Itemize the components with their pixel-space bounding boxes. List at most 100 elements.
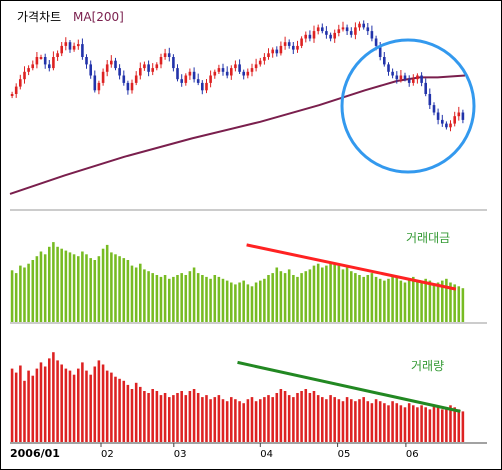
candle-body [403,75,407,80]
candle-body [64,42,68,46]
trading-value-bar [217,276,221,322]
volume-bar [424,407,427,442]
x-axis-tick-label: 06 [406,449,419,460]
trading-value-bar [77,256,80,322]
volume-bar [10,368,14,442]
candle-body [27,68,30,72]
volume-bar [300,391,303,442]
trading-value-bar [296,276,299,322]
candle-body [122,75,126,83]
volume-bar [271,397,274,442]
volume-bar [155,391,159,442]
candle-body [130,82,134,91]
candle-body [81,44,84,57]
volume-bar [192,389,196,442]
trading-value-bar [321,267,324,322]
candle-body [134,75,138,83]
volume-bar [287,395,291,442]
volume-bar [176,393,179,442]
volume-bar [234,399,237,442]
trading-value-bar [287,269,291,322]
trading-value-bar [341,269,345,322]
volume-bar [213,397,217,442]
candle-body [283,42,287,46]
trading-value-bar [399,280,403,322]
trading-value-bar [246,284,250,322]
candle-body [242,71,245,76]
volume-bar [105,370,109,442]
volume-bar [122,380,126,442]
candle-body [68,42,72,50]
trading-value-bar [143,269,146,322]
trading-value-bar [279,271,283,322]
candle-body [432,105,436,113]
candle-body [151,68,154,72]
trading-value-bar [180,273,183,322]
trading-value-bar [403,282,407,322]
trading-value-bar [457,286,461,322]
trading-value-label: 거래대금 [406,231,450,245]
volume-bar [89,374,92,442]
trading-value-bar [126,260,130,322]
trading-value-bar [213,275,217,322]
trading-value-bar [263,278,266,322]
candle-body [275,49,279,54]
volume-bar [449,405,452,442]
x-axis-tick-label: 02 [101,449,114,460]
candle-body [445,123,448,128]
candle-body [143,64,146,69]
volume-bar [14,372,18,442]
trading-value-bar [64,250,68,322]
candle-body [77,44,80,47]
x-axis-tick-label: 05 [338,449,351,460]
trading-value-bar [374,276,378,322]
volume-bar [362,397,365,442]
volume-bar [304,389,308,442]
volume-bar [333,397,336,442]
candle-body [395,75,399,80]
trading-value-bar [412,276,415,322]
trading-value-bar [52,242,55,322]
trading-value-bar [89,258,92,322]
trading-value-bar [333,263,336,322]
volume-bar [420,405,423,442]
volume-bar [19,365,22,442]
candle-body [52,57,55,69]
volume-bar [196,393,200,442]
candle-body [374,38,378,46]
candle-body [250,68,254,72]
volume-bar [457,409,461,442]
trading-value-bar [259,280,262,322]
candle-body [441,119,444,124]
candle-body [126,82,130,91]
volume-bar [445,407,448,442]
volume-bar [403,407,407,442]
volume-bar [184,395,188,442]
volume-label: 거래량 [411,359,444,373]
candle-body [213,71,217,76]
trading-value-bar [10,270,14,322]
volume-bar [395,403,399,442]
candle-body [399,75,403,80]
trading-value-bar [151,273,154,322]
candle-body [10,94,14,96]
candle-body [23,71,26,80]
volume-bar [296,393,299,442]
volume-bar [139,386,142,442]
candle-body [114,60,117,69]
candle-body [97,82,101,91]
volume-bar [292,397,295,442]
candle-body [370,31,374,39]
trading-value-bar [445,278,448,322]
trading-value-bar [48,246,51,322]
volume-bar [225,401,229,442]
trading-value-bar [407,278,411,322]
candle-body [205,82,208,91]
candle-body [407,79,411,83]
trading-value-bar [254,282,258,322]
volume-bar [201,397,204,442]
candle-body [39,57,43,59]
trading-value-bar [205,276,208,322]
volume-bar [35,368,39,442]
trading-value-bar [337,265,341,322]
